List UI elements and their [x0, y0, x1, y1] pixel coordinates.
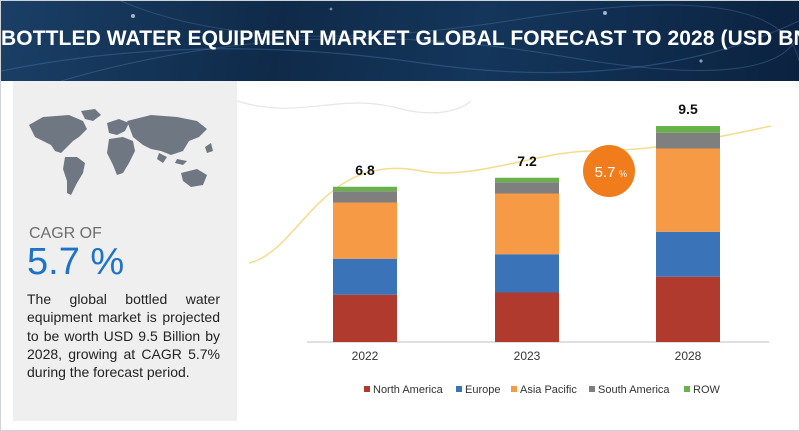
bar-segment-south-america	[333, 191, 397, 203]
header-background-graphic	[1, 1, 799, 81]
bar-segment-row	[495, 177, 559, 183]
bar-segment-asia-pacific	[656, 148, 720, 232]
bar-segment-south-america	[656, 132, 720, 149]
legend-swatch	[589, 386, 595, 392]
bar-segment-south-america	[495, 182, 559, 194]
bar-segment-row	[656, 126, 720, 133]
header-banner: BOTTLED WATER EQUIPMENT MARKET GLOBAL FO…	[1, 1, 799, 81]
x-tick-label: 2023	[514, 349, 541, 363]
chart-legend: North America Europe Asia Pacific South Ame…	[364, 384, 721, 396]
legend-label: ROW	[693, 384, 721, 396]
cagr-label: CAGR OF	[29, 225, 102, 242]
bar-segment-europe	[333, 258, 397, 295]
decorative-curve	[236, 100, 472, 114]
bar-segment-north-america	[333, 294, 397, 342]
bar-segment-north-america	[656, 276, 720, 342]
page-title: BOTTLED WATER EQUIPMENT MARKET GLOBAL FO…	[1, 27, 799, 50]
summary-text: The global bottled water equipment marke…	[27, 291, 220, 381]
cagr-bubble-unit: %	[619, 169, 627, 179]
bar-segment-north-america	[495, 292, 559, 342]
bar-labels: 6.8 2022 7.2 2023 9.5 2028	[352, 101, 702, 363]
legend-label: North America	[373, 384, 444, 396]
bar-segment-asia-pacific	[333, 202, 397, 259]
cagr-bubble: 5.7%	[583, 145, 635, 197]
x-tick-label: 2022	[352, 349, 379, 363]
bar-segment-row	[333, 186, 397, 192]
bar-stacks	[333, 126, 720, 342]
legend-swatch	[684, 386, 690, 392]
world-map-icon	[29, 109, 213, 195]
legend-swatch	[456, 386, 462, 392]
bar-segment-europe	[656, 231, 720, 277]
legend-label: Asia Pacific	[520, 384, 577, 396]
cagr-value: 5.7 %	[27, 241, 125, 283]
cagr-bubble-value: 5.7	[595, 164, 616, 181]
legend-label: South America	[598, 384, 670, 396]
legend-swatch	[364, 386, 370, 392]
cagr-bubble-circle	[583, 145, 635, 197]
x-tick-label: 2028	[675, 349, 702, 363]
legend-label: Europe	[465, 384, 500, 396]
total-label: 7.2	[517, 153, 537, 169]
total-label: 6.8	[355, 162, 375, 178]
bar-segment-asia-pacific	[495, 193, 559, 255]
bar-segment-europe	[495, 254, 559, 293]
total-label: 9.5	[678, 101, 698, 117]
legend-swatch	[511, 386, 517, 392]
